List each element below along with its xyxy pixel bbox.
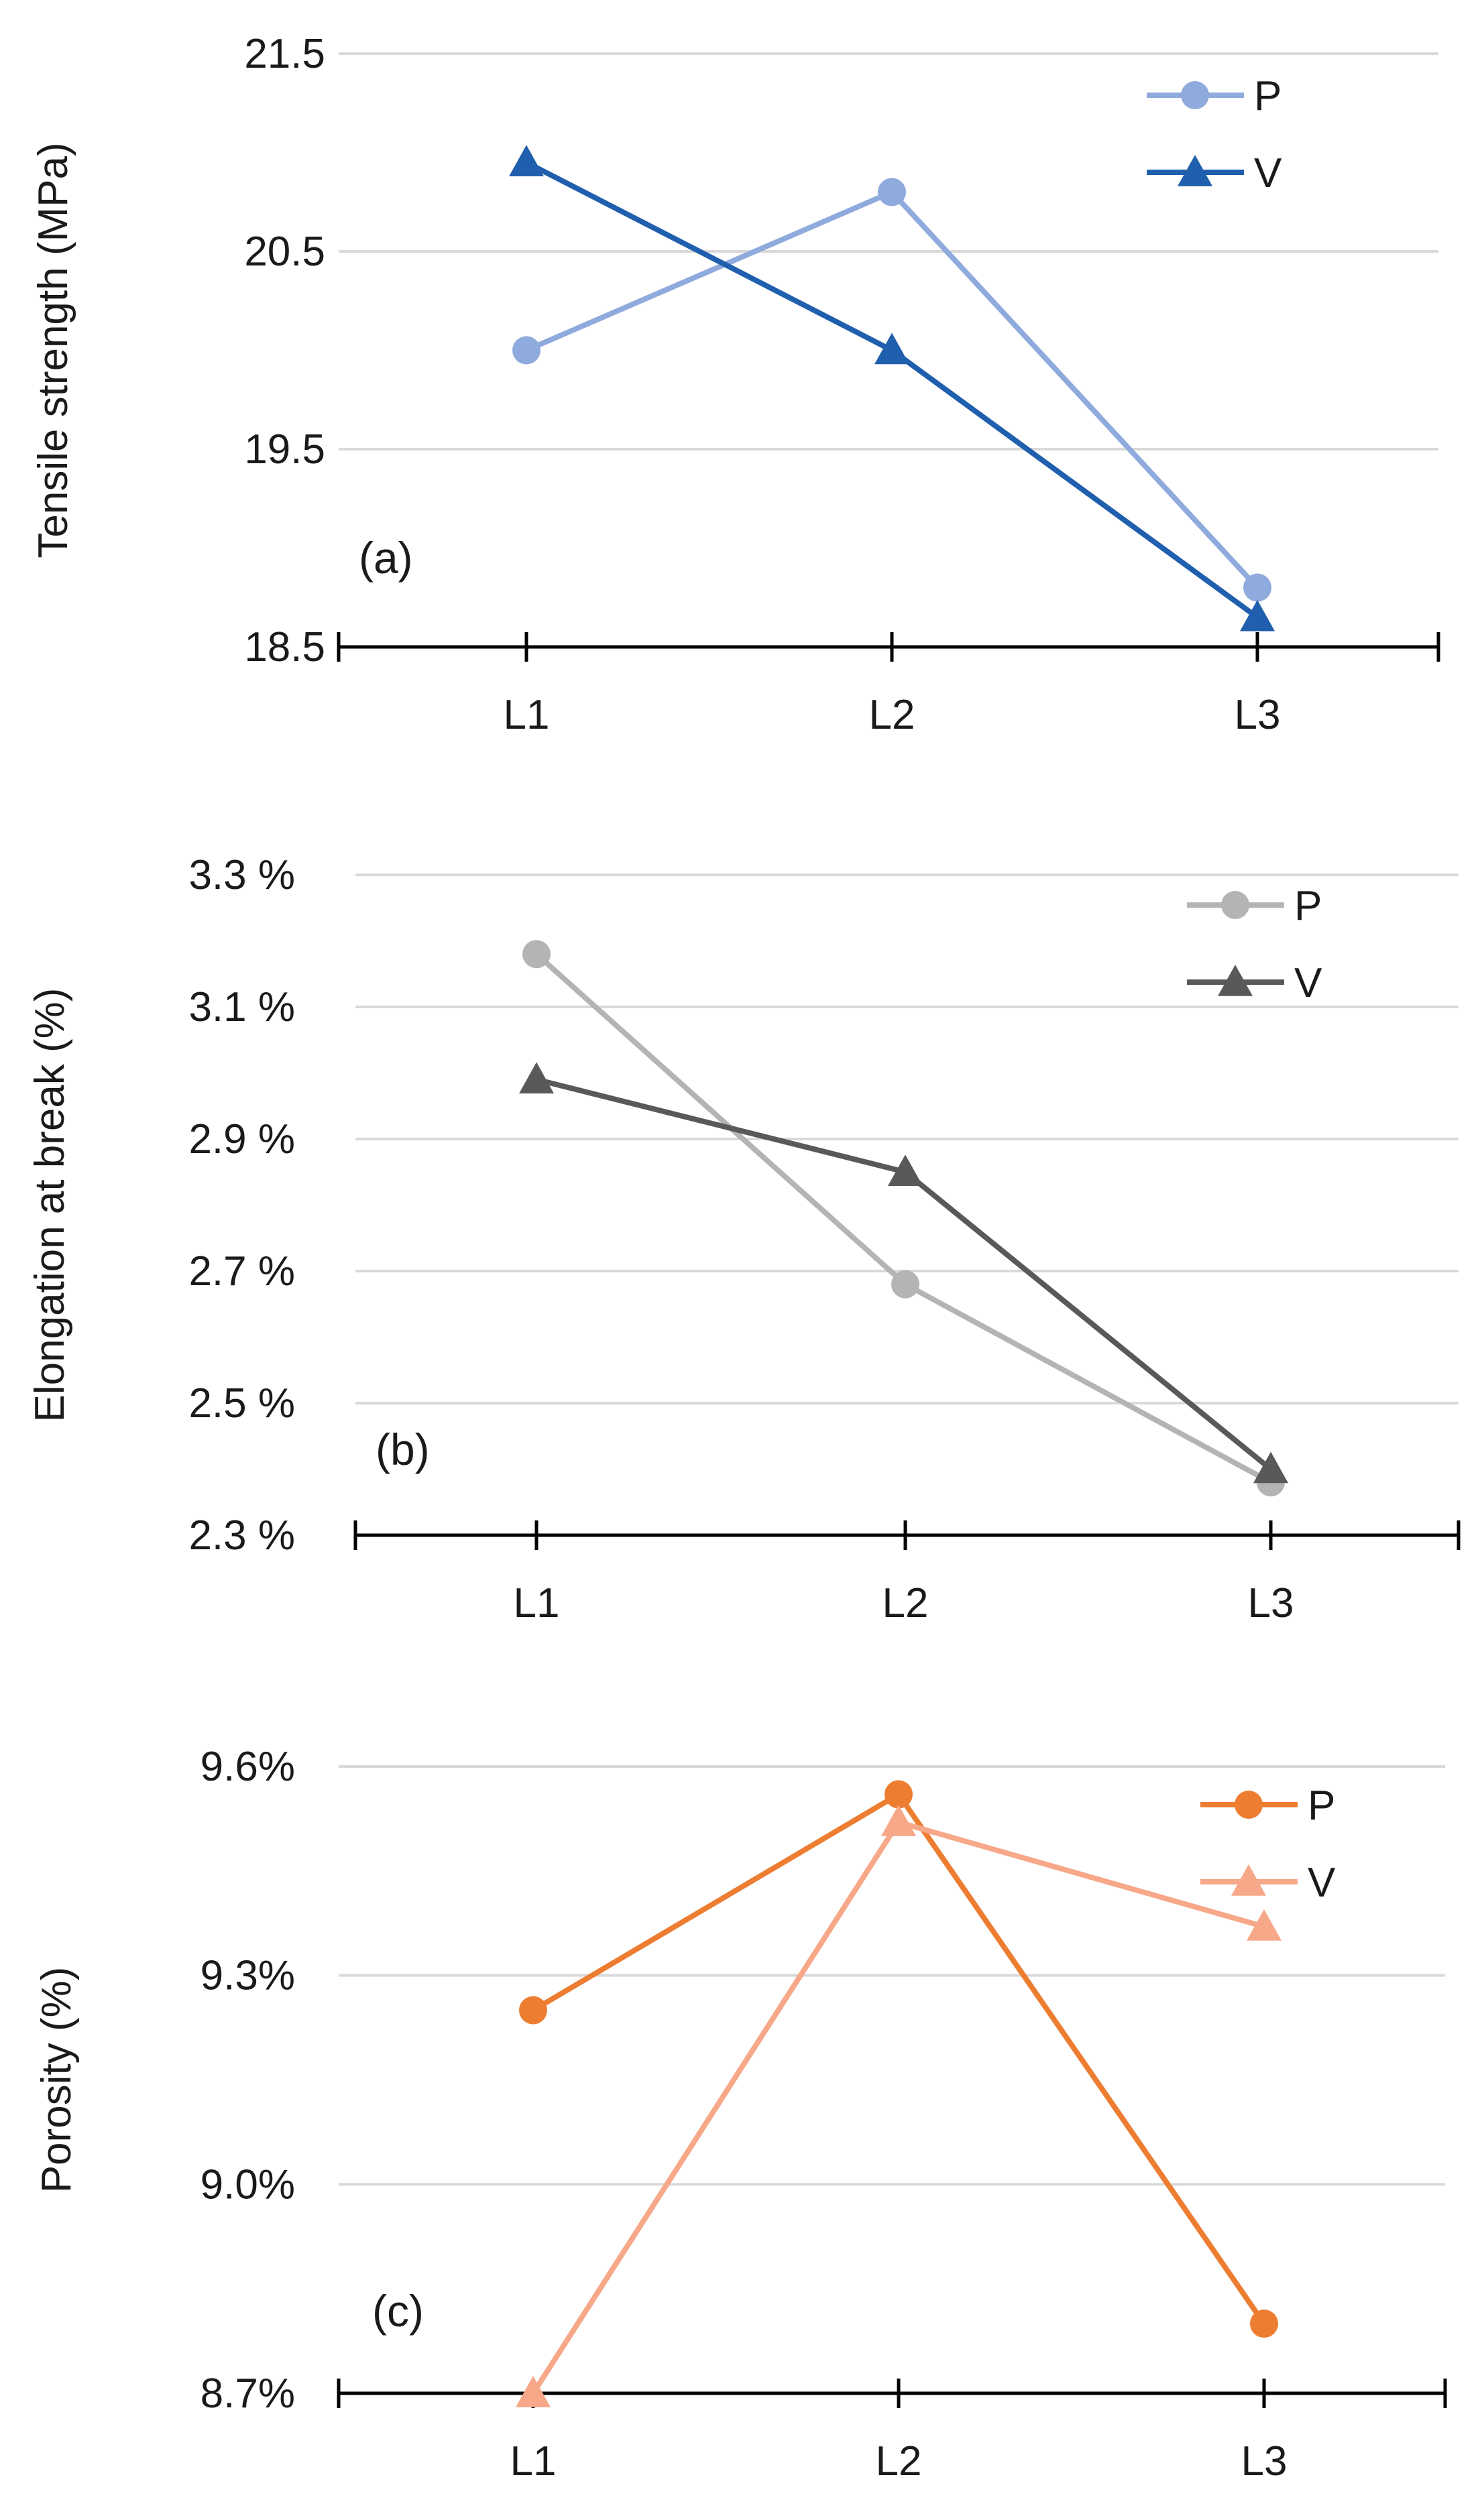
legend-label: V — [1308, 1860, 1336, 1906]
y-tick-label: 3.1 % — [188, 984, 295, 1030]
y-axis-title: Elongation at break (%) — [27, 988, 73, 1423]
x-tick-label: L3 — [1248, 1580, 1294, 1626]
y-tick-label: 9.0% — [201, 2161, 295, 2208]
chart-panels: 18.5 19.5 20.5 21.5 L1 L2 L3 Tensile strength (… — [27, 31, 1461, 2484]
legend-marker — [1235, 1791, 1263, 1819]
y-tick-label: 9.3% — [201, 1953, 295, 1999]
x-tick-label: L2 — [869, 692, 915, 738]
data-point-p — [512, 336, 541, 365]
x-tick-label: L1 — [504, 692, 550, 738]
panel-label: (b) — [376, 1425, 430, 1474]
series-line-p — [531, 1791, 1267, 2326]
legend-marker — [1178, 155, 1212, 186]
x-tick-label: L1 — [514, 1580, 560, 1626]
x-tick-label: L3 — [1235, 692, 1281, 738]
data-point-p — [1250, 2309, 1278, 2338]
legend-label: V — [1294, 960, 1322, 1006]
x-tick-label: L2 — [876, 2438, 922, 2484]
data-point-p — [891, 1270, 919, 1299]
data-point-v — [888, 1154, 923, 1187]
y-tick-label: 8.7% — [201, 2371, 295, 2417]
legend-label: P — [1294, 883, 1322, 929]
y-tick-label: 2.5 % — [188, 1380, 295, 1427]
y-axis-title: Porosity (%) — [34, 1967, 80, 2194]
y-tick-label: 2.3 % — [188, 1512, 295, 1559]
y-tick-label: 2.7 % — [188, 1248, 295, 1295]
panel-label: (c) — [372, 2286, 424, 2336]
chart-panel-1: 18.5 19.5 20.5 21.5 L1 L2 L3 Tensile strength (… — [30, 31, 1440, 738]
x-tick-label: L1 — [510, 2438, 557, 2484]
data-point-v — [509, 145, 544, 177]
panel-label: (a) — [359, 533, 413, 583]
data-point-v — [516, 2376, 551, 2407]
data-point-v — [1247, 1909, 1282, 1941]
data-point-p — [519, 1996, 547, 2025]
data-point-v — [519, 1062, 554, 1094]
legend-label: P — [1254, 73, 1282, 119]
series-line-v — [525, 160, 1259, 620]
data-point-v — [874, 333, 909, 365]
legend-marker — [1231, 1864, 1266, 1896]
y-axis-title: Tensile strength (MPa) — [30, 142, 76, 558]
data-point-p — [1243, 573, 1271, 602]
legend: PV — [1147, 73, 1282, 196]
legend-marker — [1221, 891, 1249, 919]
legend-label: V — [1254, 150, 1282, 196]
legend-marker — [1218, 965, 1253, 996]
legend-label: P — [1308, 1783, 1335, 1829]
y-tick-label: 2.9 % — [188, 1116, 295, 1162]
y-tick-label: 19.5 — [244, 426, 325, 473]
data-point-v — [881, 1805, 916, 1836]
data-point-p — [878, 178, 906, 206]
chart-panel-2: 2.3 % 2.5 % 2.7 % 2.9 % 3.1 % 3.3 % L1 L2 L3 Elon… — [27, 852, 1461, 1626]
legend: PV — [1200, 1783, 1336, 1906]
chart-panel-3: 8.7% 9.0% 9.3% 9.6% L1 L2 L3 Porosity (%) (c) PV — [34, 1744, 1447, 2484]
series-line-v — [530, 1819, 1265, 2395]
y-tick-label: 9.6% — [201, 1744, 295, 1790]
x-tick-label: L3 — [1241, 2438, 1288, 2484]
data-point-p — [885, 1780, 913, 1809]
x-tick-label: L2 — [883, 1580, 929, 1626]
y-tick-label: 20.5 — [244, 229, 325, 275]
legend-marker — [1181, 81, 1209, 109]
data-point-p — [522, 940, 551, 969]
y-tick-label: 3.3 % — [188, 852, 295, 898]
data-point-v — [1253, 1451, 1288, 1484]
y-tick-label: 21.5 — [244, 31, 325, 77]
legend: PV — [1187, 883, 1322, 1006]
data-point-v — [1240, 599, 1275, 632]
y-tick-label: 18.5 — [244, 624, 325, 670]
